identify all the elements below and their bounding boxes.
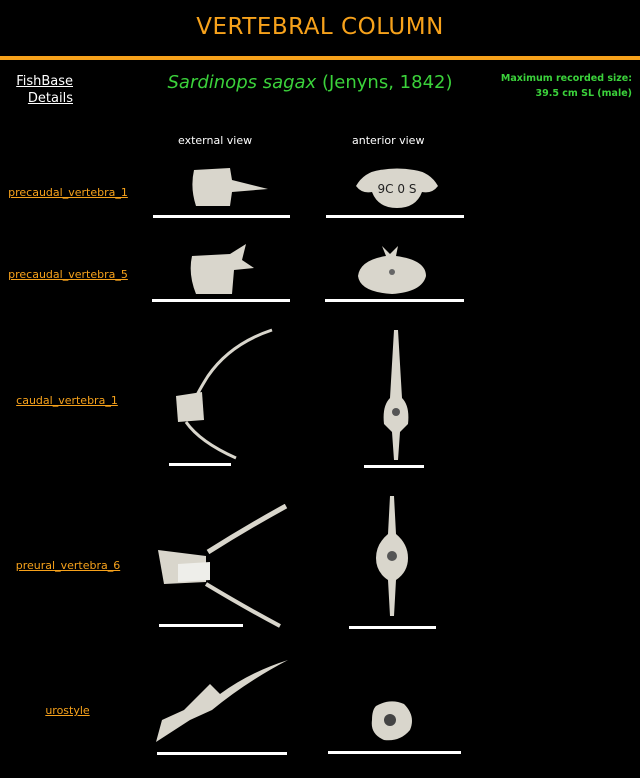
header-divider [0,56,640,60]
scale-bar [153,215,290,218]
row-link-urostyle[interactable]: urostyle [45,704,90,717]
fishbase-details-link[interactable]: FishBase Details [16,73,73,107]
scale-bar [325,299,464,302]
scale-bar [328,751,461,754]
row-link-precaudal-vertebra-5[interactable]: precaudal_vertebra_5 [8,268,128,281]
specimen-urostyle-anterior[interactable] [364,696,418,744]
fishbase-link-line2: Details [27,91,73,106]
row-link-preural-vertebra-6[interactable]: preural_vertebra_6 [15,559,121,572]
scale-bar [326,215,464,218]
scale-bar [169,463,231,466]
max-size-info: Maximum recorded size: 39.5 cm SL (male) [501,71,632,101]
column-header-external: external view [178,134,253,147]
max-size-label: Maximum recorded size: [500,73,632,84]
specimen-caudal-1-anterior[interactable] [376,328,416,462]
scale-bar [159,624,243,627]
specimen-precaudal-5-anterior[interactable] [352,242,434,296]
max-size-value: 39.5 cm SL (male) [535,88,632,99]
svg-text:9C 0 S: 9C 0 S [378,182,417,196]
specimen-caudal-1-external[interactable] [170,326,275,462]
scale-bar [364,465,424,468]
species-title: Sardinops sagax (Jenyns, 1842) [150,72,470,93]
scale-bar [157,752,287,755]
specimen-urostyle-external[interactable] [150,658,290,744]
scale-bar [152,299,290,302]
row-link-caudal-vertebra-1[interactable]: caudal_vertebra_1 [16,394,118,407]
specimen-preural-6-anterior[interactable] [372,494,412,618]
fishbase-link-line1: FishBase [16,74,73,89]
specimen-precaudal-1-external[interactable] [180,162,275,212]
species-name: Sardinops sagax [167,72,317,93]
species-authority: (Jenyns, 1842) [321,72,453,93]
specimen-precaudal-1-anterior[interactable]: 9C 0 S [350,164,444,212]
column-header-anterior: anterior view [352,134,425,147]
specimen-precaudal-5-external[interactable] [184,242,266,298]
scale-bar [349,626,436,629]
page-title: VERTEBRAL COLUMN [196,14,444,40]
specimen-preural-6-external[interactable] [156,504,288,628]
row-link-precaudal-vertebra-1[interactable]: precaudal_vertebra_1 [8,186,128,199]
